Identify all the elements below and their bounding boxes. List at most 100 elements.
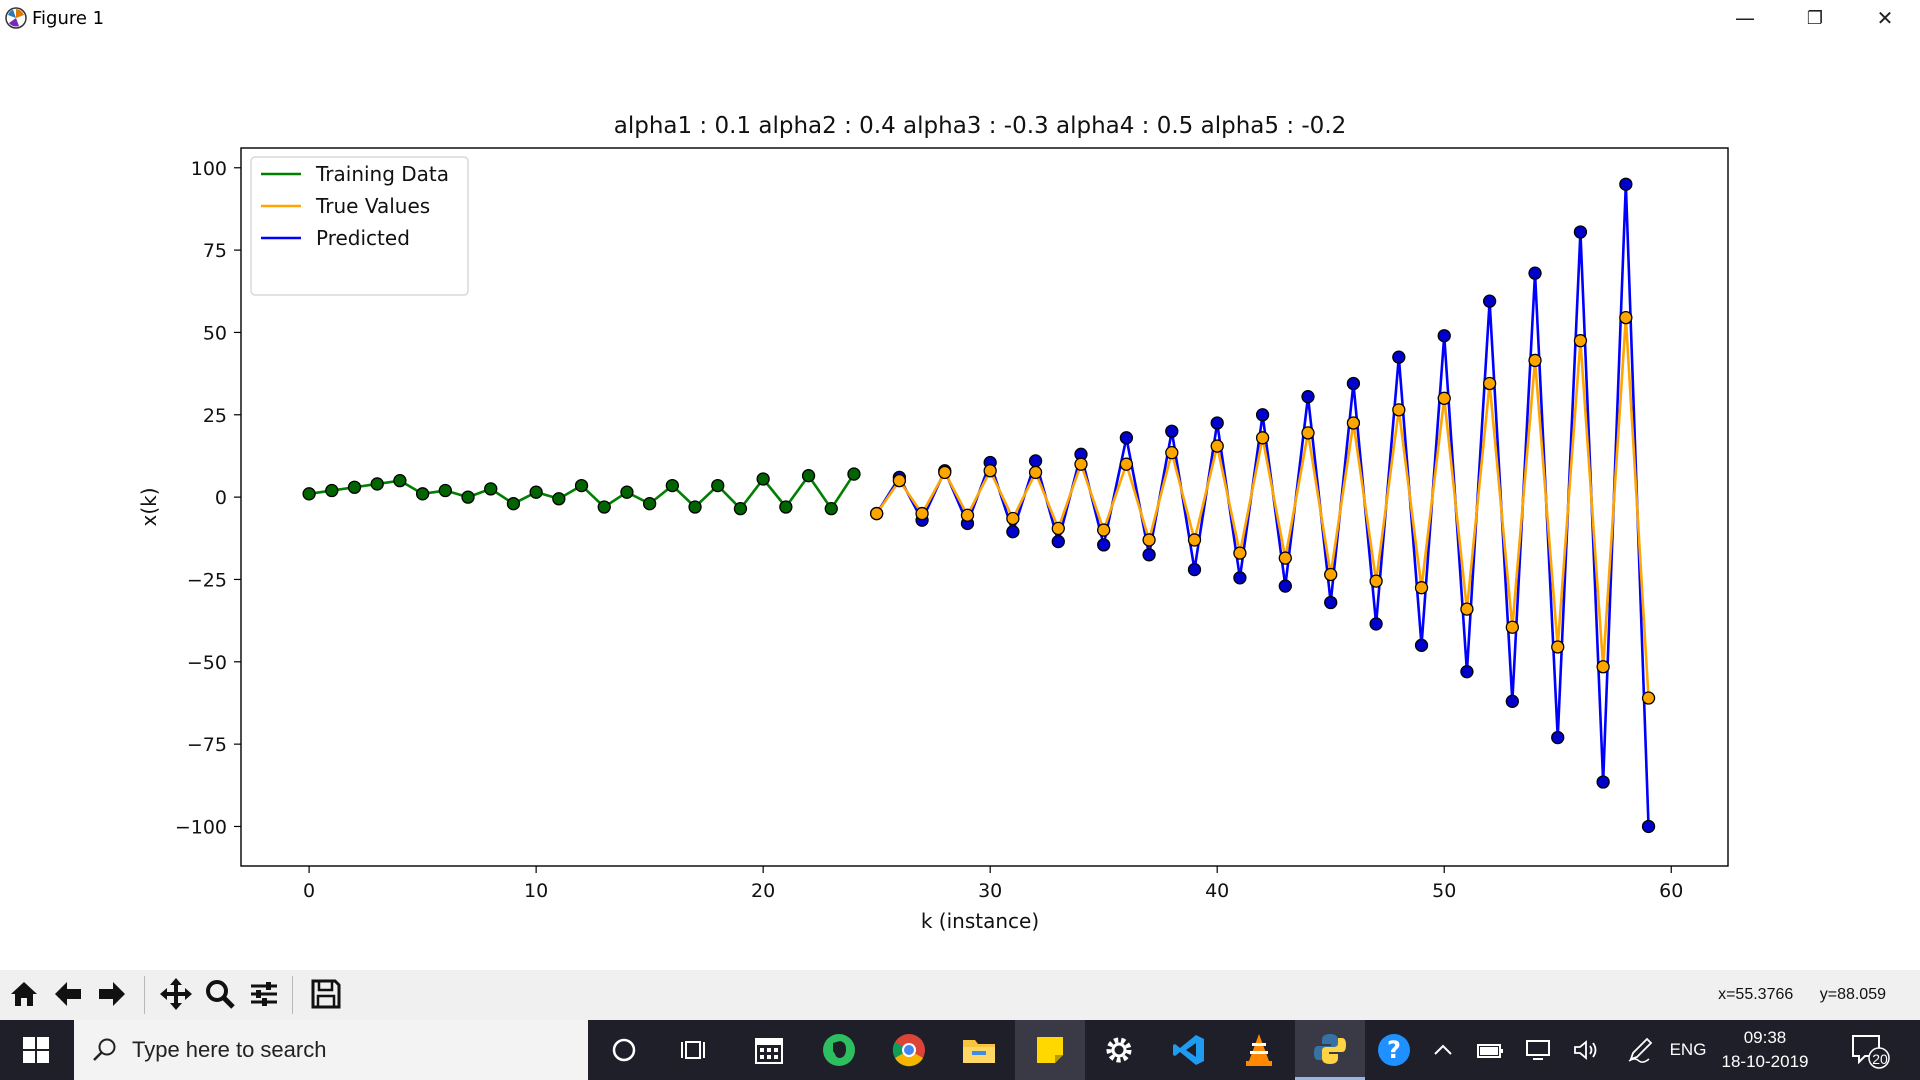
training-data-point — [552, 492, 566, 506]
calendar-app-icon[interactable] — [735, 1020, 803, 1080]
y-axis-label: x(k) — [137, 487, 161, 526]
vlc-icon[interactable] — [1225, 1020, 1293, 1080]
true-values-point — [1028, 465, 1043, 480]
x-tick-label: 30 — [978, 880, 1002, 902]
window-title: Figure 1 — [32, 8, 105, 29]
restore-button[interactable]: ❐ — [1806, 7, 1824, 29]
settings-icon[interactable] — [1085, 1020, 1153, 1080]
svg-text:?: ? — [1387, 1036, 1401, 1064]
true-values-point — [960, 508, 975, 522]
predicted-point — [1165, 424, 1179, 438]
y-tick-label: 25 — [203, 405, 227, 427]
predicted-point — [1596, 775, 1610, 789]
volume-icon[interactable] — [1570, 1020, 1604, 1080]
predicted-point — [1414, 638, 1429, 652]
battery-icon[interactable] — [1474, 1020, 1508, 1080]
legend-label-true: True Values — [315, 194, 430, 218]
predicted-point — [1278, 579, 1292, 593]
forward-arrow-icon[interactable] — [92, 974, 132, 1014]
training-data-point — [642, 497, 657, 511]
legend-box — [250, 156, 469, 296]
predicted-point — [1187, 562, 1202, 577]
true-values-point — [1233, 546, 1247, 560]
help-icon[interactable]: ? — [1360, 1020, 1428, 1080]
predicted-point — [1528, 266, 1542, 280]
input-language[interactable]: ENG — [1669, 1040, 1707, 1059]
true-values-point — [1187, 533, 1202, 547]
training-data-point — [688, 500, 702, 514]
true-values-point — [1165, 446, 1179, 460]
clock[interactable]: 09:38 18-10-2019 — [1710, 1026, 1820, 1074]
true-values-point — [1278, 551, 1292, 565]
true-values-point — [1119, 457, 1134, 471]
training-data-point — [393, 474, 407, 488]
pen-workspace-icon[interactable] — [1624, 1020, 1658, 1080]
predicted-point — [1210, 416, 1224, 430]
start-button[interactable] — [0, 1020, 72, 1080]
plot-area[interactable]: alpha1 : 0.1 alpha2 : 0.4 alpha3 : -0.3 … — [0, 36, 1920, 970]
training-data-point — [665, 478, 679, 493]
x-tick-label: 0 — [303, 880, 315, 902]
predicted-point — [1505, 694, 1519, 708]
task-view-icon[interactable] — [660, 1020, 728, 1080]
true-values-point — [1437, 391, 1451, 405]
predicted-point — [1051, 534, 1065, 549]
file-explorer-icon[interactable] — [945, 1020, 1013, 1080]
x-tick-label: 60 — [1659, 880, 1683, 902]
training-data-point — [302, 487, 316, 501]
cursor-y-readout: y=88.059 — [1819, 986, 1886, 1003]
training-data-point — [484, 482, 498, 496]
predicted-point — [1301, 390, 1315, 404]
cortana-icon[interactable] — [590, 1020, 658, 1080]
true-values-point — [1460, 602, 1474, 616]
axes-frame — [240, 147, 1729, 867]
true-values-point — [870, 506, 884, 521]
windows-logo-icon — [23, 1037, 49, 1063]
true-values-line — [875, 316, 1650, 699]
notifications-icon[interactable]: 20 — [1838, 1020, 1900, 1080]
taskbar-search-box[interactable]: Type here to search — [74, 1020, 588, 1080]
predicted-point — [1619, 177, 1633, 191]
training-data-point — [325, 483, 339, 498]
zoom-icon[interactable] — [200, 974, 240, 1014]
legend: Training Data True Values Predicted — [250, 156, 469, 296]
y-tick-label: −50 — [187, 652, 227, 674]
y-tick-label: 0 — [215, 487, 227, 509]
true-values-point — [1051, 521, 1065, 536]
home-icon[interactable] — [4, 974, 44, 1014]
true-values-point — [1528, 353, 1542, 368]
y-tick-label: 100 — [191, 158, 227, 180]
clock-date: 18-10-2019 — [1721, 1052, 1809, 1071]
save-icon[interactable] — [306, 974, 346, 1014]
minimize-button[interactable]: — — [1735, 6, 1755, 30]
training-data-point — [415, 487, 430, 501]
cursor-coordinates: x=55.3766 y=88.059 — [1696, 986, 1886, 1004]
training-data-point — [824, 501, 838, 516]
configure-subplots-icon[interactable] — [244, 974, 284, 1014]
predicted-point — [1142, 548, 1156, 562]
predicted-point — [1482, 294, 1497, 308]
chrome-icon[interactable] — [875, 1020, 943, 1080]
pan-icon[interactable] — [156, 974, 196, 1014]
true-values-point — [915, 506, 929, 521]
back-arrow-icon[interactable] — [48, 974, 88, 1014]
predicted-point — [1551, 730, 1565, 745]
vscode-icon[interactable] — [1155, 1020, 1223, 1080]
true-values-point — [1324, 567, 1338, 582]
sticky-notes-icon[interactable] — [1015, 1020, 1085, 1080]
python-icon[interactable] — [1295, 1020, 1365, 1080]
predicted-point — [1437, 329, 1451, 343]
legend-label-training: Training Data — [315, 162, 449, 186]
evernote-icon[interactable] — [805, 1020, 873, 1080]
x-tick-label: 40 — [1205, 880, 1229, 902]
matplotlib-logo-icon — [5, 7, 27, 29]
toolbar-separator — [292, 976, 293, 1014]
figure-canvas[interactable]: alpha1 : 0.1 alpha2 : 0.4 alpha3 : -0.3 … — [0, 36, 1920, 970]
network-icon[interactable] — [1522, 1020, 1556, 1080]
training-data-point — [347, 480, 362, 494]
true-values-point — [1596, 660, 1610, 674]
close-button[interactable]: ✕ — [1876, 6, 1894, 30]
show-hidden-icons-chevron-icon[interactable] — [1428, 1020, 1458, 1080]
training-data-point — [506, 497, 521, 511]
true-values-point — [1392, 403, 1406, 417]
